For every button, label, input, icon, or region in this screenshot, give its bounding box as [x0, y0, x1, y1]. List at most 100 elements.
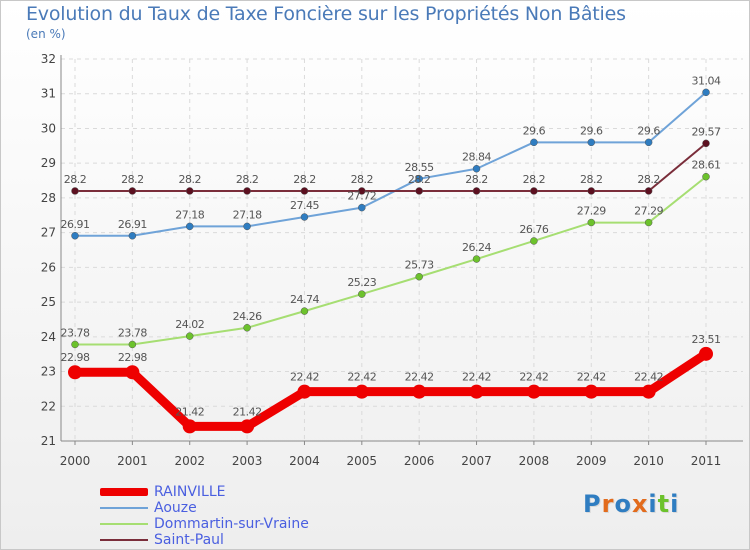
y-tick-label: 32	[41, 52, 56, 66]
data-point	[702, 139, 710, 148]
logo-letter: r	[601, 490, 615, 518]
legend-label: Saint-Paul	[154, 532, 224, 548]
data-label: 28.2	[580, 173, 603, 186]
data-label: 29.6	[580, 124, 603, 137]
data-label: 25.73	[405, 259, 434, 272]
data-label: 22.42	[519, 371, 548, 384]
data-point	[358, 187, 366, 195]
legend-swatch	[100, 488, 148, 496]
data-label: 28.2	[408, 173, 431, 186]
data-point	[415, 272, 423, 281]
data-label: 29.6	[523, 124, 546, 137]
data-point	[641, 384, 656, 399]
data-label: 28.2	[64, 173, 87, 186]
legend-swatch	[100, 539, 148, 541]
data-label: 28.2	[236, 173, 259, 186]
data-label: 28.61	[692, 159, 721, 172]
data-point	[297, 384, 312, 399]
data-label: 21.42	[233, 405, 262, 418]
legend-label: RAINVILLE	[154, 484, 226, 500]
data-label: 26.76	[519, 223, 548, 236]
data-point	[243, 324, 251, 332]
data-point	[185, 332, 194, 340]
data-label: 24.02	[175, 318, 204, 331]
x-tick-label: 2006	[404, 454, 435, 468]
x-tick-label: 2003	[232, 454, 263, 468]
data-point	[128, 187, 137, 195]
series-line-aouze	[74, 91, 707, 237]
data-label: 27.29	[634, 205, 663, 218]
data-label: 28.2	[178, 173, 201, 186]
data-point	[644, 187, 653, 195]
data-point	[128, 232, 137, 240]
legend: RAINVILLE Aouze Dommartin-sur-Vraine Saint-…	[100, 484, 309, 548]
data-point	[472, 164, 481, 173]
data-label: 29.6	[637, 124, 660, 137]
data-label: 21.42	[175, 405, 204, 418]
data-point	[185, 222, 194, 231]
proxiti-logo: Proxiti	[583, 490, 679, 518]
data-label: 31.04	[692, 74, 721, 87]
data-point	[644, 138, 653, 147]
y-tick-label: 24	[41, 330, 56, 344]
data-point	[128, 340, 137, 349]
legend-item: Aouze	[100, 500, 309, 516]
data-label: 25.23	[347, 276, 376, 289]
y-tick-label: 28	[41, 191, 56, 205]
data-label: 23.78	[61, 326, 90, 339]
y-tick-label: 21	[41, 434, 56, 448]
data-point	[243, 187, 251, 195]
data-point	[358, 203, 366, 212]
data-point	[587, 187, 596, 195]
data-label: 27.45	[290, 199, 319, 212]
x-tick-label: 2011	[691, 454, 722, 468]
data-point	[584, 384, 599, 399]
data-label: 28.2	[293, 173, 316, 186]
data-point	[71, 232, 79, 240]
legend-swatch	[100, 507, 148, 509]
data-point	[526, 384, 541, 399]
data-point	[702, 172, 710, 181]
chart-unit-label: (en %)	[26, 27, 66, 41]
data-point	[240, 419, 255, 434]
x-tick-label: 2010	[633, 454, 664, 468]
data-point	[530, 138, 538, 147]
data-label: 28.2	[465, 173, 488, 186]
y-tick-label: 30	[41, 121, 56, 135]
y-tick-label: 23	[41, 365, 56, 379]
data-label: 28.2	[351, 173, 374, 186]
data-label: 27.72	[347, 190, 376, 203]
series-line-saint-paul	[74, 142, 707, 192]
data-label: 22.42	[347, 371, 376, 384]
data-point	[300, 213, 309, 221]
data-point	[71, 340, 79, 349]
data-point	[472, 187, 481, 195]
legend-swatch	[100, 523, 148, 525]
legend-item: RAINVILLE	[100, 484, 309, 500]
data-label: 22.98	[61, 351, 90, 364]
logo-letter: i	[648, 490, 658, 518]
series-line-rainville	[70, 349, 711, 431]
x-tick-label: 2009	[576, 454, 607, 468]
data-point	[587, 138, 596, 147]
data-point	[587, 218, 596, 227]
logo-letter: t	[657, 490, 671, 518]
y-tick-label: 25	[41, 295, 56, 309]
chart-title: Evolution du Taux de Taxe Foncière sur l…	[26, 3, 626, 25]
y-tick-label: 29	[41, 156, 56, 170]
logo-letter: P	[583, 490, 602, 518]
y-tick-label: 31	[41, 87, 56, 101]
y-tick-label: 26	[41, 260, 56, 274]
axes: 21 22 23 24 25 26 27 28 29 30 31 32 2000 2001 2002 2003…	[41, 52, 743, 468]
data-point	[358, 290, 366, 298]
x-tick-label: 2007	[461, 454, 492, 468]
x-tick-label: 2004	[289, 454, 320, 468]
x-tick-label: 2001	[117, 454, 148, 468]
data-label: 27.18	[233, 208, 262, 221]
series-line-dommartin-sur-vraine	[74, 175, 707, 346]
data-label: 22.98	[118, 351, 147, 364]
data-label: 29.57	[692, 125, 721, 138]
data-label: 22.42	[290, 371, 319, 384]
x-tick-label: 2008	[519, 454, 550, 468]
